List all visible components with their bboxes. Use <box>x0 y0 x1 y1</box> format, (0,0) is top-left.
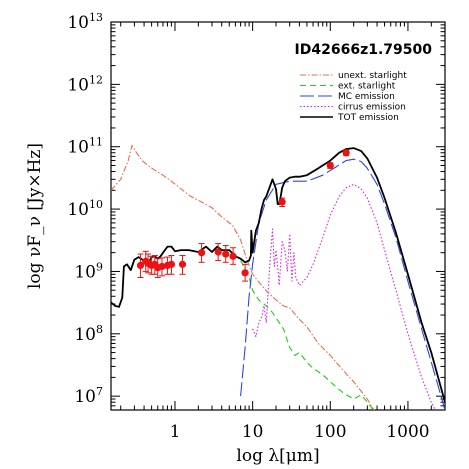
series-line-cirrus-emission <box>252 183 436 410</box>
data-point <box>241 269 249 277</box>
y-axis-title: log νF_ν [Jy×Hz] <box>25 143 45 289</box>
x-axis-title: log λ[μm] <box>236 446 319 466</box>
series-line-mc-emission <box>240 158 445 410</box>
x-tick-label: 100 <box>314 422 346 442</box>
series-line-unext-starlight <box>111 144 375 410</box>
data-point <box>229 252 237 260</box>
y-tick-label: 107 <box>74 385 103 407</box>
y-tick-label: 1012 <box>67 73 103 95</box>
x-tick-label: 10 <box>242 422 264 442</box>
data-point <box>278 198 286 206</box>
data-point <box>342 149 350 157</box>
data-point <box>136 261 145 270</box>
observed-points <box>136 149 350 282</box>
data-point <box>167 260 176 268</box>
series-line-ext-starlight <box>240 260 374 410</box>
series-lines <box>111 144 445 410</box>
x-tick-labels: 1 10 100 1000 <box>170 422 430 442</box>
x-tick-label: 1 <box>170 422 181 442</box>
legend-label: ext. starlight <box>338 82 396 92</box>
source-id-annotation: ID42666z1.79500 <box>295 42 433 58</box>
data-point <box>197 249 206 257</box>
plot-frame <box>110 21 446 411</box>
data-point <box>158 262 166 271</box>
y-tick-label: 1013 <box>67 11 103 33</box>
legend-label: MC emission <box>338 92 395 102</box>
y-tick-label: 1011 <box>67 136 103 158</box>
data-point <box>326 161 334 170</box>
legend-label: cirrus emission <box>338 103 406 113</box>
data-point <box>178 260 187 268</box>
data-point <box>214 248 222 256</box>
x-tick-label: 1000 <box>386 422 429 442</box>
y-tick-label: 109 <box>74 260 103 282</box>
axis-ticks <box>111 21 446 411</box>
legend-label: unext. starlight <box>338 71 407 81</box>
y-tick-label: 1010 <box>67 198 103 220</box>
legend-label: TOT emission <box>337 113 399 123</box>
data-point <box>222 250 230 258</box>
y-tick-labels: 107 108 109 1010 1011 1012 1013 <box>67 11 103 407</box>
y-tick-label: 108 <box>74 323 103 345</box>
series-line-tot-emission <box>111 147 445 403</box>
